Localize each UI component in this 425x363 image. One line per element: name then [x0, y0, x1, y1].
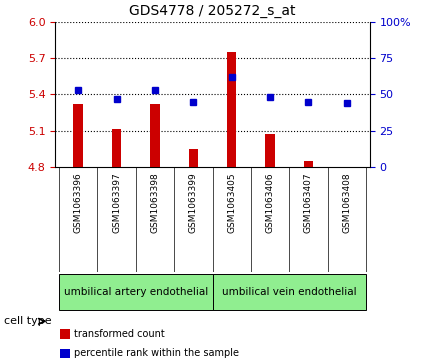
Bar [112, 130, 122, 167]
Bar [265, 134, 275, 167]
Text: umbilical artery endothelial: umbilical artery endothelial [64, 287, 208, 297]
Text: cell type: cell type [4, 316, 52, 326]
Text: GSM1063397: GSM1063397 [112, 172, 121, 233]
Bar [60, 330, 70, 339]
Text: percentile rank within the sample: percentile rank within the sample [74, 348, 239, 358]
Title: GDS4778 / 205272_s_at: GDS4778 / 205272_s_at [129, 4, 296, 18]
Bar [60, 349, 70, 358]
Text: GSM1063399: GSM1063399 [189, 172, 198, 233]
Bar [227, 52, 236, 167]
Text: GSM1063398: GSM1063398 [150, 172, 159, 233]
Text: GSM1063405: GSM1063405 [227, 172, 236, 233]
Bar [150, 104, 160, 167]
Bar [59, 274, 212, 310]
Text: GSM1063408: GSM1063408 [342, 172, 351, 233]
Bar [74, 104, 83, 167]
Text: transformed count: transformed count [74, 329, 165, 339]
Bar [212, 274, 366, 310]
Text: GSM1063407: GSM1063407 [304, 172, 313, 233]
Bar [189, 149, 198, 167]
Bar [303, 161, 313, 167]
Text: GSM1063396: GSM1063396 [74, 172, 83, 233]
Text: umbilical vein endothelial: umbilical vein endothelial [222, 287, 357, 297]
Text: GSM1063406: GSM1063406 [266, 172, 275, 233]
